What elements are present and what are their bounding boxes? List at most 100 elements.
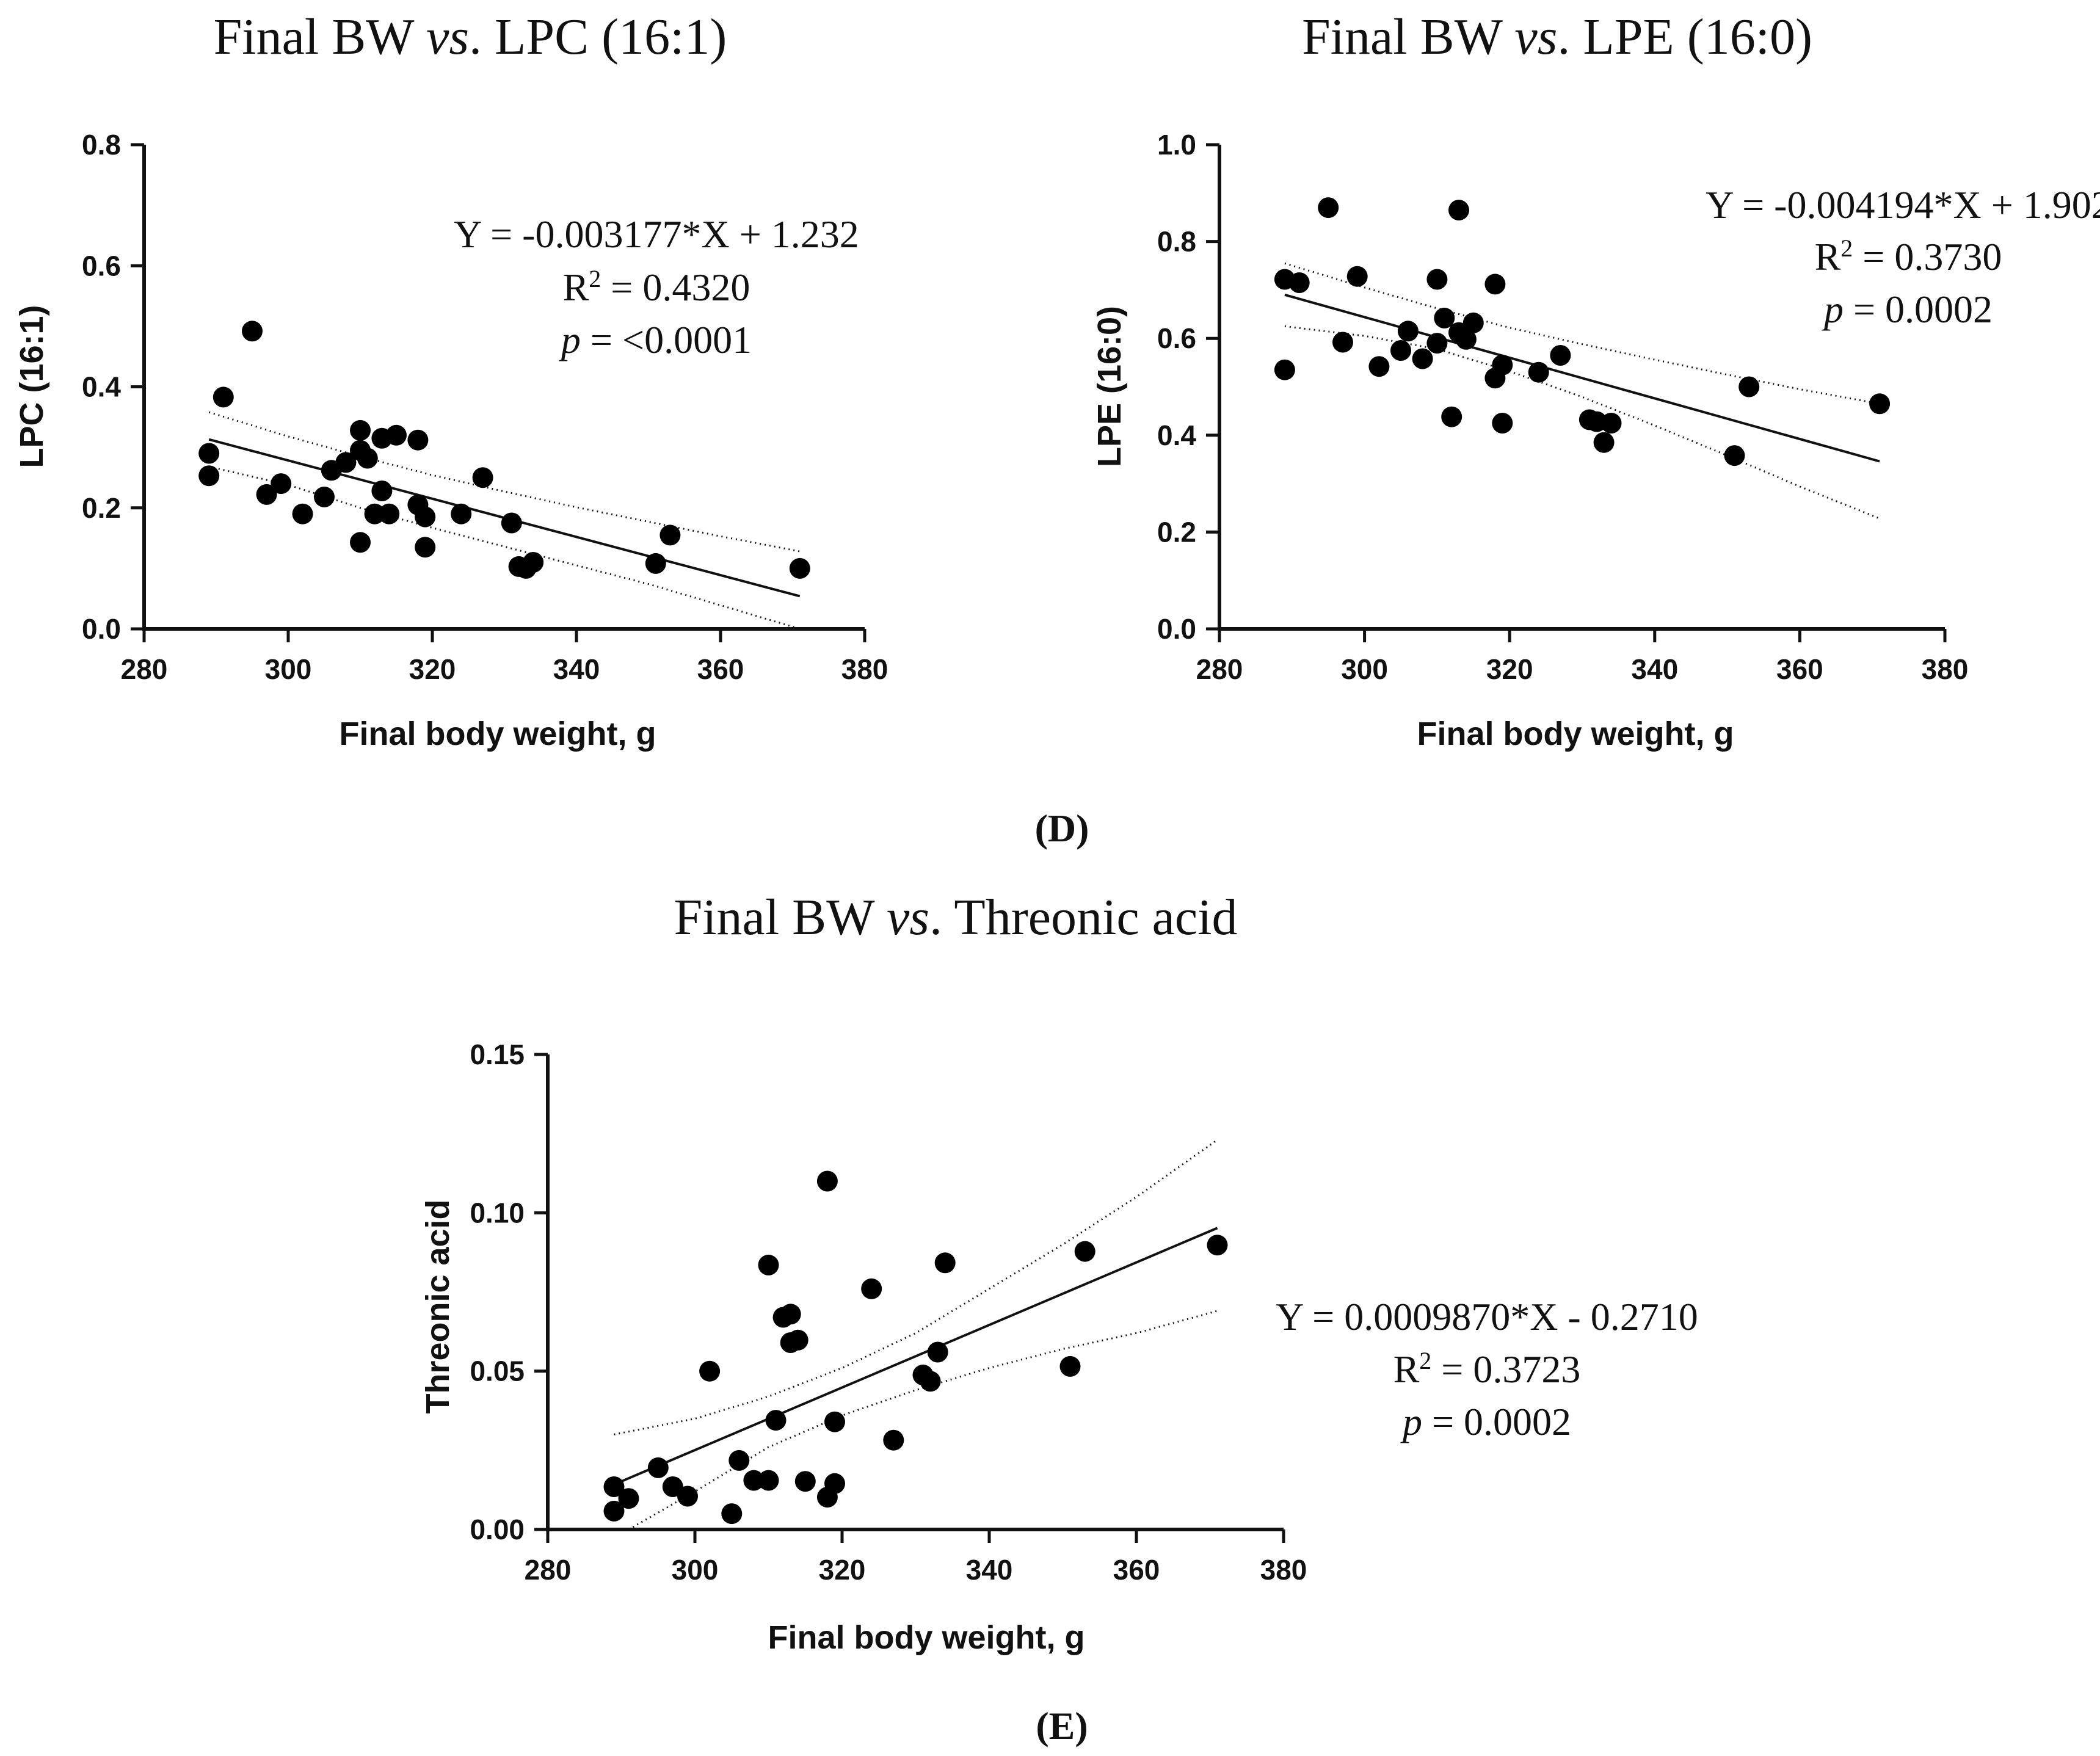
chart-lpe-point [1332,332,1353,353]
chart-lpe-title: Final BW vs. LPE (16:0) [1302,9,1812,65]
chart-lpe-x-tick-label: 280 [1196,653,1243,685]
chart-lpc-point [451,503,472,524]
chart-lpc-point [371,481,393,501]
chart-lpe-point [1426,269,1448,290]
chart-thr-point [824,1411,845,1432]
chart-thr-x-tick-label: 280 [525,1554,572,1586]
panel-label-d: (D) [1035,807,1089,850]
chart-lpe-point [1869,393,1891,415]
chart-lpc-point [198,465,220,487]
chart-lpc-point [357,448,378,469]
chart-thr-y-tick-label: 0.10 [470,1197,525,1228]
chart-lpc-ylabel: LPC (16:1) [13,305,50,468]
chart-lpc-point [379,503,400,524]
chart-lpe-point [1593,432,1615,453]
chart-thr-point [743,1470,765,1491]
chart-lpe-x-tick-label: 380 [1922,653,1969,685]
chart-lpe-x-tick-label: 320 [1486,653,1533,685]
chart-lpc-point [407,429,429,451]
chart-lpe-point [1441,406,1462,427]
chart-lpc-r2: R2 = 0.4320 [563,265,750,310]
chart-thr-point [603,1476,625,1497]
chart-lpe-point [1455,328,1477,350]
chart-thr-ci-lower [628,1310,1218,1531]
chart-lpc-x-tick-label: 360 [697,653,744,685]
chart-lpe-y-tick-label: 1.0 [1157,129,1196,161]
chart-thr-point [927,1341,948,1363]
chart-thr-ylabel: Threonic acid [420,1199,456,1413]
chart-lpe-point [1600,413,1622,434]
chart-lpc-point [350,419,371,441]
chart-thr-x-tick-label: 380 [1260,1554,1307,1586]
chart-lpe-point [1492,413,1513,434]
chart-thr-point [758,1254,779,1275]
chart-thr-pvalue: p = 0.0002 [1400,1400,1571,1443]
chart-thr-point [1207,1235,1228,1256]
chart-lpe-point [1448,200,1469,221]
chart-thr-point [920,1371,941,1392]
chart-lpe-point [1397,321,1419,342]
chart-thr-point [861,1278,882,1299]
chart-thr-y-tick-label: 0.15 [470,1039,525,1070]
chart-lpe-point [1390,340,1411,361]
chart-lpe-point [1368,356,1390,377]
chart-thr-point [728,1449,750,1471]
chart-thr-title: Final BW vs. Threonic acid [674,889,1237,946]
panel-label-e: (E) [1036,1704,1088,1747]
chart-thr-point [1059,1355,1081,1377]
chart-lpe-point [1434,307,1455,328]
chart-lpc-x-tick-label: 340 [553,653,600,685]
chart-lpe-y-tick-label: 0.0 [1157,613,1196,645]
chart-thr-point [662,1476,683,1497]
chart-thr: Final BW vs. Threonic acid 280 300 320 340 3… [420,889,1698,1656]
chart-lpc-point [335,452,357,473]
chart-lpc-title: Final BW vs. LPC (16:1) [214,9,727,65]
chart-lpe-xlabel: Final body weight, g [1417,716,1734,752]
chart-lpe-fit-line [1284,293,1880,463]
chart-lpc-point [256,484,277,505]
chart-lpc-point [350,532,371,553]
chart-lpc-xlabel: Final body weight, g [340,716,656,752]
chart-lpe-point [1484,274,1506,295]
chart-thr-x-tick-label: 340 [966,1554,1013,1586]
chart-lpe-point [1346,266,1368,287]
chart-lpe-equation: Y = -0.004194*X + 1.902 [1706,183,2100,227]
chart-lpc-y-tick-label: 0.4 [82,371,121,403]
chart-lpe-point [1288,272,1310,293]
chart-lpc-point [242,321,263,342]
chart-lpc-point [415,537,436,558]
chart-lpc-point [271,473,292,495]
chart-thr-xlabel: Final body weight, g [768,1619,1085,1656]
chart-thr-point [618,1488,639,1509]
chart-thr-point [824,1473,845,1494]
chart-lpc-x-tick-label: 300 [265,653,312,685]
chart-lpc-x-tick-label: 320 [409,653,456,685]
chart-lpc-y-tick-label: 0.2 [82,492,121,524]
chart-lpc-point [386,424,407,446]
chart-thr-point [765,1410,787,1431]
chart-lpe-point [1724,445,1745,466]
chart-lpe-y-tick-label: 0.2 [1157,516,1196,548]
chart-lpe-x-tick-label: 300 [1341,653,1388,685]
chart-lpe-pvalue: p = 0.0002 [1822,288,1993,331]
chart-thr-y-tick-label: 0.05 [470,1355,525,1387]
chart-lpe-point [1528,361,1549,383]
chart-lpe-y-tick-label: 0.6 [1157,322,1196,354]
chart-lpe-point [1426,333,1448,354]
chart-lpe-point [1462,312,1484,333]
chart-lpe-r2: R2 = 0.3730 [1815,234,2002,279]
chart-lpc-y-tick-label: 0.8 [82,129,121,161]
chart-thr-point [1074,1241,1095,1262]
chart-lpc-x-tick-label: 380 [841,653,888,685]
chart-lpe: Final BW vs. LPE (16:0) 280 300 320 340 360 3… [1091,9,2100,752]
chart-lpe-x-tick-label: 360 [1776,653,1823,685]
chart-thr-point [721,1503,743,1525]
chart-lpc-ci-upper [208,411,801,553]
chart-lpc-point [472,467,493,488]
chart-thr-x-tick-label: 360 [1113,1554,1160,1586]
chart-thr-point [647,1457,669,1478]
chart-lpe-y-tick-label: 0.8 [1157,226,1196,258]
chart-lpe-point [1492,354,1513,376]
chart-thr-x-tick-label: 320 [819,1554,866,1586]
